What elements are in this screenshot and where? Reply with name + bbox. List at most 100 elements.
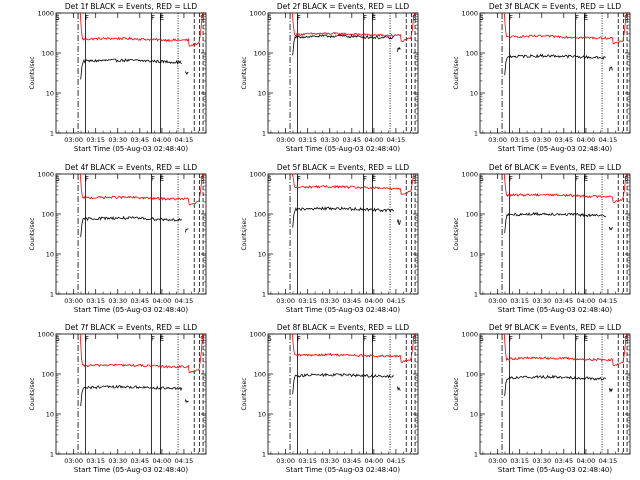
y-tick-label: 100	[254, 370, 266, 378]
events-series-line	[80, 215, 182, 238]
y-tick-label: 10	[258, 250, 266, 258]
panel-title: Det 5f BLACK = Events, RED = LLD	[277, 163, 410, 172]
segment-label: F	[363, 175, 367, 183]
events-series-line	[80, 58, 182, 80]
y-tick-label: 1	[50, 290, 54, 298]
y-tick-label: 10	[46, 250, 54, 258]
segment-label: E	[372, 175, 376, 183]
y-tick-label: 1	[50, 129, 54, 137]
segment-label: F	[575, 14, 579, 22]
x-tick-label: 03:30	[532, 297, 551, 305]
segment-label: S	[55, 14, 60, 22]
x-tick-label: 03:00	[276, 457, 295, 465]
y-tick-label: 1	[474, 450, 478, 458]
y-tick-label: 10	[470, 250, 478, 258]
lld-series-line	[503, 173, 627, 203]
segment-label: S	[55, 175, 60, 183]
x-tick-label: 03:45	[342, 457, 361, 465]
segment-label: E	[584, 175, 588, 183]
y-tick-label: 100	[466, 49, 478, 57]
y-axis-label: Counts/sec	[29, 56, 36, 89]
segment-label: F	[151, 14, 155, 22]
events-series-fragment	[609, 66, 613, 71]
x-axis-label: Start Time (05-Aug-03 02:48:40)	[498, 145, 612, 153]
y-axis-label: Counts/sec	[453, 217, 460, 250]
x-tick-label: 04:15	[387, 297, 406, 305]
segment-label: S	[200, 335, 205, 343]
segment-label: S	[200, 14, 205, 22]
y-tick-label: 100	[466, 210, 478, 218]
panel-title: Det 8f BLACK = Events, RED = LLD	[277, 323, 410, 332]
y-axis-label: Counts/sec	[453, 56, 460, 89]
lld-series-line	[291, 173, 415, 195]
panel-title: Det 6f BLACK = Events, RED = LLD	[489, 163, 622, 172]
y-tick-label: 1000	[37, 170, 54, 178]
x-tick-label: 03:30	[320, 136, 339, 144]
events-series-fragment	[397, 46, 401, 52]
y-axis-label: Counts/sec	[241, 56, 248, 89]
segment-label: E	[160, 175, 164, 183]
plot-frame	[55, 12, 207, 134]
events-series-fragment	[185, 71, 189, 76]
plot-frame	[267, 173, 419, 295]
events-series-line	[292, 206, 395, 228]
lld-series-line	[503, 12, 627, 45]
x-tick-label: 04:15	[387, 136, 406, 144]
x-axis-label: Start Time (05-Aug-03 02:48:40)	[286, 306, 400, 314]
y-tick-label: 1000	[461, 330, 478, 338]
segment-label: F	[151, 175, 155, 183]
events-series-fragment	[397, 386, 401, 391]
y-tick-label: 1000	[461, 170, 478, 178]
x-tick-label: 03:45	[554, 457, 573, 465]
x-tick-label: 04:15	[599, 297, 618, 305]
y-axis-label: Counts/sec	[29, 217, 36, 250]
segment-label: F	[509, 175, 513, 183]
segment-label: F	[363, 14, 367, 22]
y-tick-label: 1000	[37, 9, 54, 17]
x-tick-label: 04:15	[175, 136, 194, 144]
panel-det-4f: Det 4f BLACK = Events, RED = LLD 1 10 100 10…	[29, 163, 207, 314]
lld-series-line	[503, 333, 627, 367]
y-tick-label: 100	[254, 49, 266, 57]
segment-label: S	[479, 14, 484, 22]
events-series-line	[504, 374, 607, 397]
x-tick-label: 04:15	[175, 297, 194, 305]
y-axis-label: Counts/sec	[241, 217, 248, 250]
y-tick-label: 10	[258, 410, 266, 418]
y-tick-label: 10	[46, 410, 54, 418]
x-tick-label: 03:00	[64, 297, 83, 305]
x-tick-label: 04:15	[599, 457, 618, 465]
events-series-fragment	[185, 228, 189, 233]
y-tick-label: 1000	[461, 9, 478, 17]
x-tick-label: 04:00	[153, 297, 172, 305]
panel-det-6f: Det 6f BLACK = Events, RED = LLD 1 10 100 10…	[453, 163, 631, 314]
x-axis-label: Start Time (05-Aug-03 02:48:40)	[74, 306, 188, 314]
y-axis-label: Counts/sec	[241, 377, 248, 410]
y-tick-label: 1000	[37, 330, 54, 338]
segment-label: S	[412, 335, 417, 343]
x-tick-label: 03:45	[342, 297, 361, 305]
y-tick-label: 1	[474, 129, 478, 137]
y-tick-label: 100	[466, 370, 478, 378]
y-axis-label: Counts/sec	[29, 377, 36, 410]
y-tick-label: 10	[46, 89, 54, 97]
events-series-line	[292, 34, 394, 56]
y-tick-label: 1	[262, 129, 266, 137]
x-tick-label: 03:15	[510, 297, 529, 305]
y-tick-label: 1	[262, 450, 266, 458]
y-tick-label: 1000	[249, 330, 266, 338]
segment-label: E	[160, 14, 164, 22]
plot-frame	[55, 173, 207, 295]
x-tick-label: 04:00	[365, 136, 384, 144]
plot-frame	[479, 12, 631, 134]
x-tick-label: 03:15	[86, 457, 105, 465]
segment-label: F	[85, 175, 89, 183]
panel-title: Det 7f BLACK = Events, RED = LLD	[65, 323, 198, 332]
segment-label: F	[575, 335, 579, 343]
y-tick-label: 10	[470, 410, 478, 418]
panel-title: Det 3f BLACK = Events, RED = LLD	[489, 2, 622, 11]
x-tick-label: 04:00	[577, 297, 596, 305]
x-tick-label: 03:45	[342, 136, 361, 144]
segment-label: F	[85, 14, 89, 22]
